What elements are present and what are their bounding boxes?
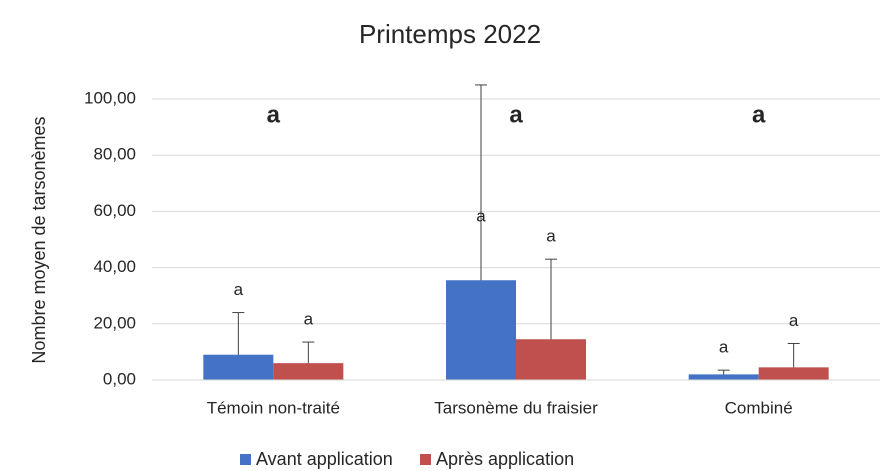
x-tick-label: Combiné	[725, 398, 793, 417]
bar	[516, 339, 586, 380]
bar-letter: a	[304, 310, 314, 329]
y-tick-label: 80,00	[93, 145, 136, 164]
group-letter: a	[509, 101, 523, 128]
y-axis-label: Nombre moyen de tarsonèmes	[29, 116, 49, 363]
legend-label: Après application	[436, 449, 574, 469]
y-tick-label: 100,00	[84, 88, 136, 107]
bar	[446, 280, 516, 380]
bar	[203, 354, 274, 380]
legend-swatch	[420, 454, 431, 465]
bar	[688, 374, 759, 380]
y-tick-label: 0,00	[103, 369, 136, 388]
x-tick-label: Tarsonème du fraisier	[434, 398, 598, 417]
group-letter: a	[752, 101, 766, 128]
bar-letter: a	[234, 280, 244, 299]
bar	[758, 367, 829, 380]
bar	[273, 363, 344, 380]
y-tick-label: 20,00	[93, 313, 136, 332]
bar-letter: a	[546, 227, 556, 246]
y-tick-label: 40,00	[93, 257, 136, 276]
chart-title: Printemps 2022	[359, 19, 541, 49]
legend-swatch	[240, 454, 251, 465]
y-tick-label: 60,00	[93, 201, 136, 220]
bar-letter: a	[789, 311, 799, 330]
bar-letter: a	[719, 338, 729, 357]
legend-label: Avant application	[256, 449, 393, 469]
bar-letter: a	[476, 207, 486, 226]
x-tick-label: Témoin non-traité	[207, 398, 340, 417]
group-letter: a	[267, 101, 281, 128]
